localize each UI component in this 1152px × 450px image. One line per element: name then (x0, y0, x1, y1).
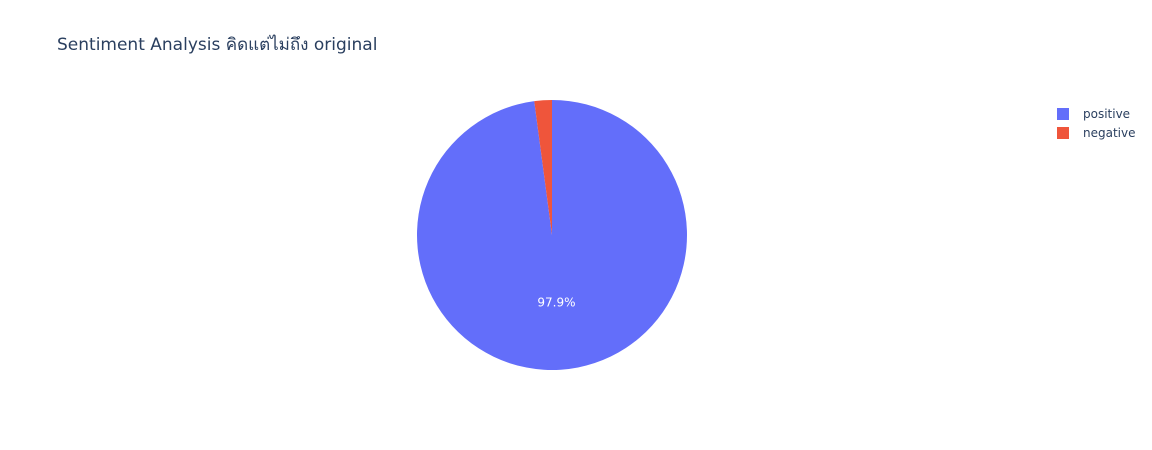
legend-swatch-negative (1057, 127, 1069, 139)
pie-slices: 97.9% (417, 100, 688, 370)
slice-label-positive: 97.9% (537, 295, 575, 309)
pie-slice-positive[interactable] (417, 100, 688, 370)
chart-title: Sentiment Analysis คิดแต่ไม่ถึง original (57, 34, 377, 55)
legend: positive negative (1057, 107, 1135, 140)
legend-item-negative[interactable]: negative (1057, 126, 1135, 140)
pie-slice-negative[interactable] (534, 100, 552, 235)
legend-label-positive: positive (1083, 107, 1130, 121)
legend-item-positive[interactable]: positive (1057, 107, 1130, 121)
legend-label-negative: negative (1083, 126, 1135, 140)
legend-swatch-positive (1057, 108, 1069, 120)
